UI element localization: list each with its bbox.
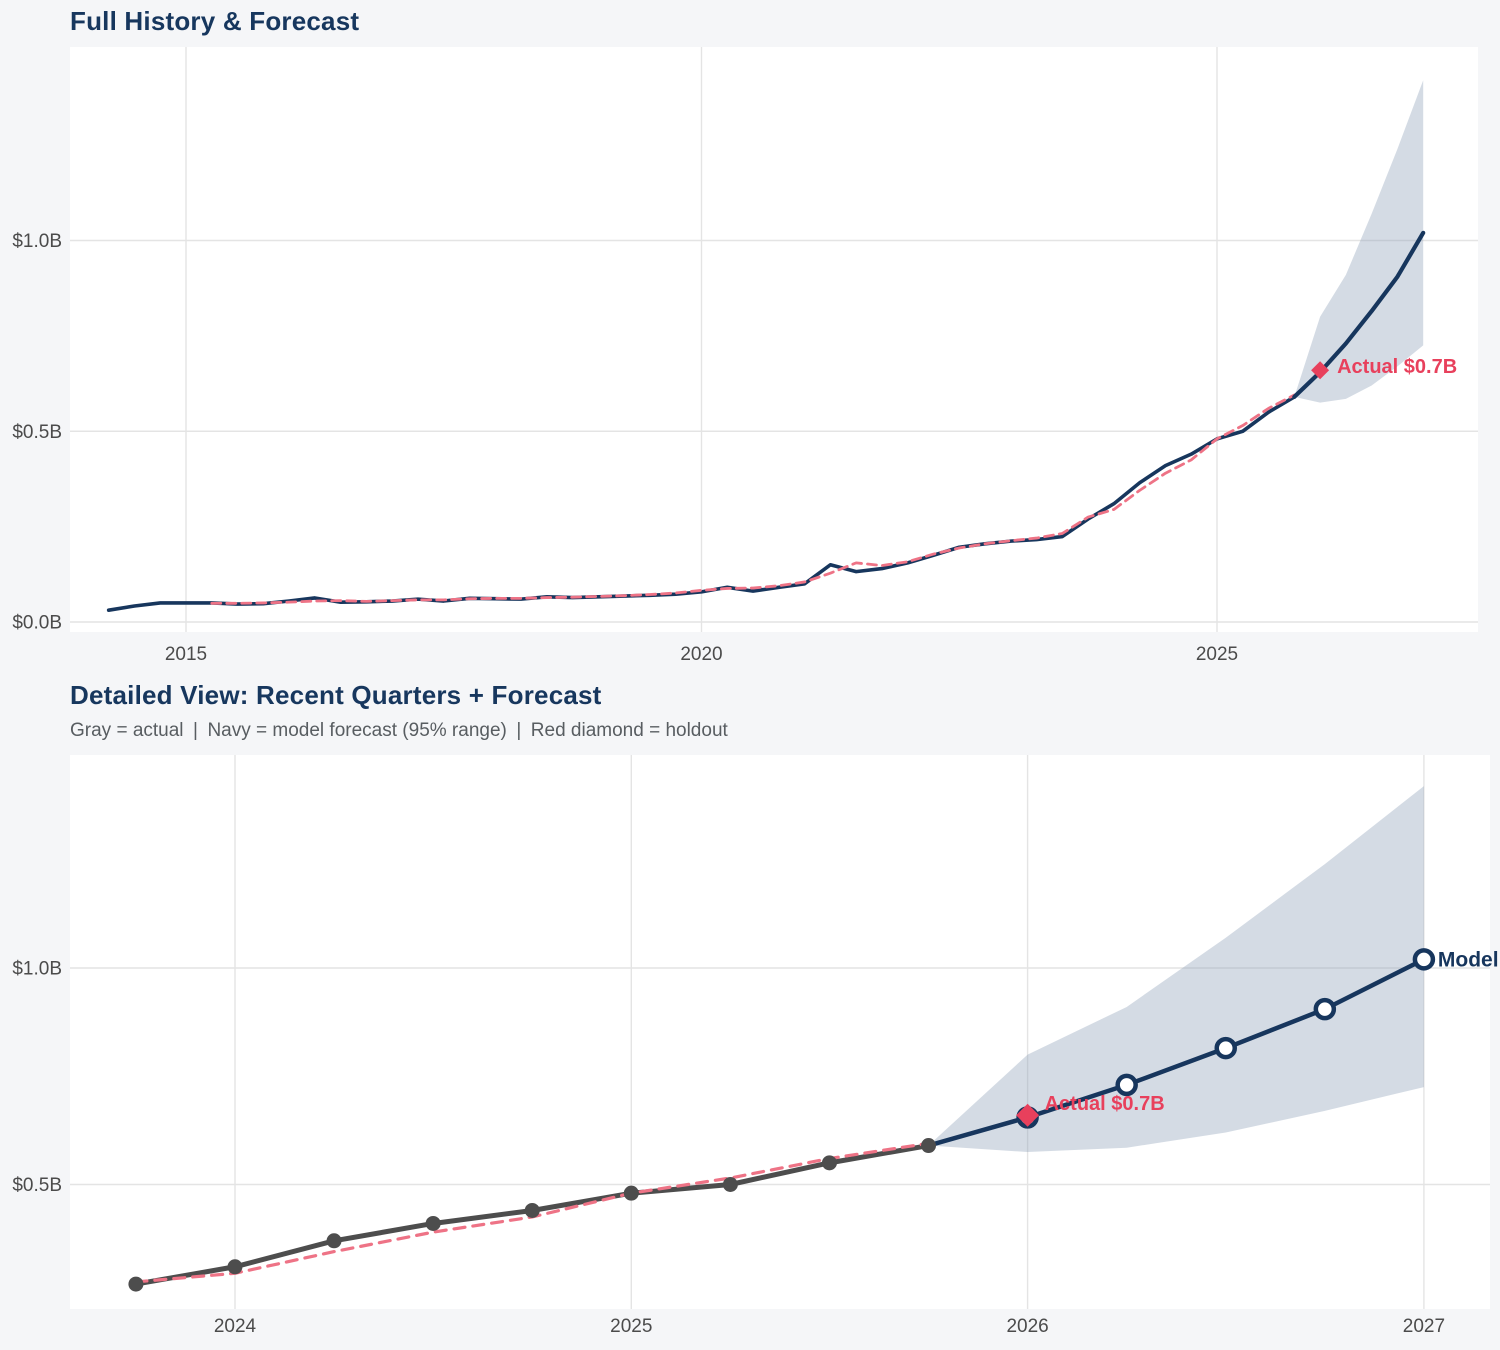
forecast-line — [926, 957, 1427, 1148]
holdout-diamond-icon — [1311, 361, 1330, 380]
plot-area — [70, 47, 1478, 632]
x-tick-label: 2024 — [214, 1316, 257, 1337]
y-tick-label: $0.5B — [12, 422, 62, 443]
confidence-band — [1294, 80, 1424, 403]
actual-point — [326, 1233, 342, 1249]
actual-point — [821, 1155, 837, 1171]
y-tick-label: $0.0B — [12, 613, 62, 634]
model-label: Model — [1438, 948, 1499, 971]
actual-point — [425, 1215, 441, 1231]
forecast-line — [1292, 230, 1426, 400]
forecast-point — [1313, 997, 1337, 1021]
actual-point — [921, 1138, 937, 1154]
forecast-point — [1412, 948, 1436, 971]
y-tick-label: $1.0B — [12, 959, 62, 980]
plot-area — [70, 755, 1490, 1309]
y-tick-label: $0.5B — [12, 1175, 62, 1196]
forecast-point — [1214, 1036, 1237, 1060]
holdout-label: Actual $0.7B — [1045, 1093, 1165, 1115]
x-tick-label: 2026 — [1006, 1316, 1048, 1337]
actual-point — [722, 1177, 738, 1192]
actual-point — [227, 1259, 243, 1275]
detail-chart-legend: Gray = actual | Navy = model forecast (9… — [70, 720, 728, 741]
x-tick-label: 2015 — [165, 644, 207, 665]
x-tick-label: 2025 — [610, 1316, 652, 1337]
detail-chart: Actual $0.7B Model $0.5B $1.0B 2024 2025 2026 2… — [12, 755, 1499, 1337]
history-line — [106, 395, 1297, 612]
holdout-diamond-icon — [1016, 1103, 1040, 1127]
full-history-chart: Actual $0.7B $0.0B $0.5B $1.0B 2015 2020 2025 — [12, 47, 1478, 665]
actual-point — [623, 1185, 639, 1201]
holdout-label: Actual $0.7B — [1337, 356, 1457, 378]
x-tick-label: 2025 — [1196, 644, 1238, 665]
y-tick-label: $1.0B — [12, 231, 62, 252]
full-history-chart-title: Full History & Forecast — [70, 6, 360, 36]
actual-point — [524, 1202, 540, 1218]
actual-point — [128, 1276, 144, 1292]
detail-chart-title: Detailed View: Recent Quarters + Forecas… — [70, 680, 602, 710]
confidence-band — [928, 786, 1424, 1153]
x-tick-label: 2027 — [1403, 1316, 1445, 1337]
x-tick-label: 2020 — [680, 644, 722, 665]
fitted-line — [210, 393, 1296, 605]
forecast-point — [1115, 1073, 1138, 1097]
